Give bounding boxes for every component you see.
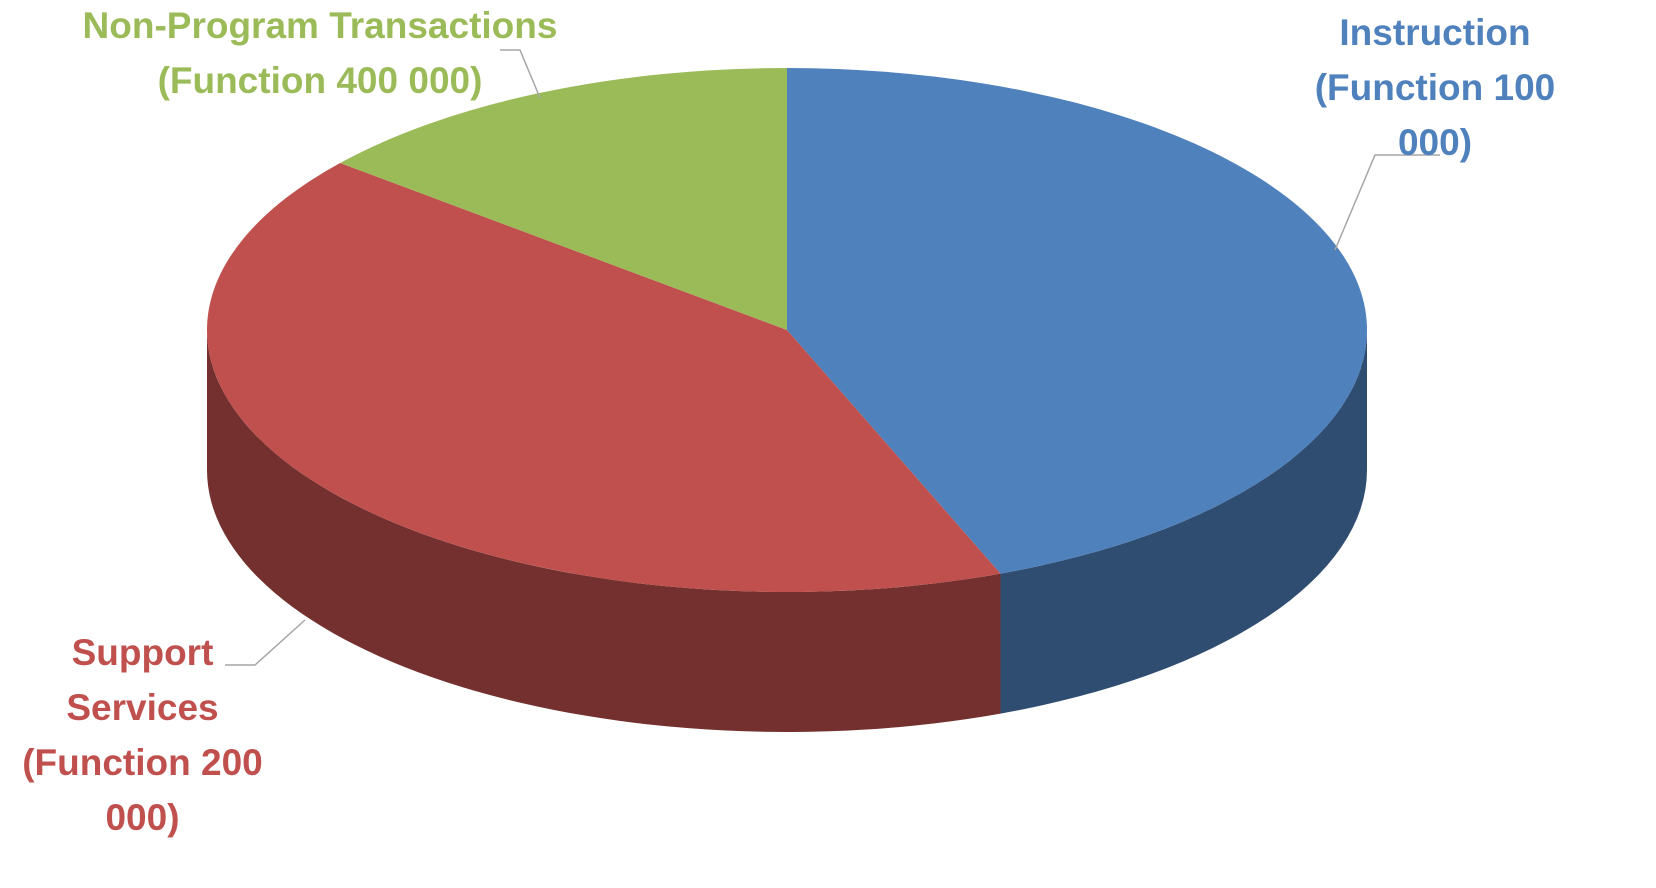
slice-side <box>1000 330 1367 714</box>
slice-label: Support Services (Function 200 000) <box>22 632 263 838</box>
slice-label: Instruction (Function 100 000) <box>1314 12 1556 163</box>
slices <box>207 68 1367 733</box>
slice <box>787 68 1367 574</box>
slice-label: Non-Program Transactions (Function 400 0… <box>82 5 558 101</box>
leader-line <box>1334 154 1440 251</box>
slice <box>207 162 1001 592</box>
slice-side <box>207 330 1001 733</box>
leader-line <box>225 619 306 666</box>
leader-line <box>500 49 541 99</box>
slice <box>340 68 787 330</box>
